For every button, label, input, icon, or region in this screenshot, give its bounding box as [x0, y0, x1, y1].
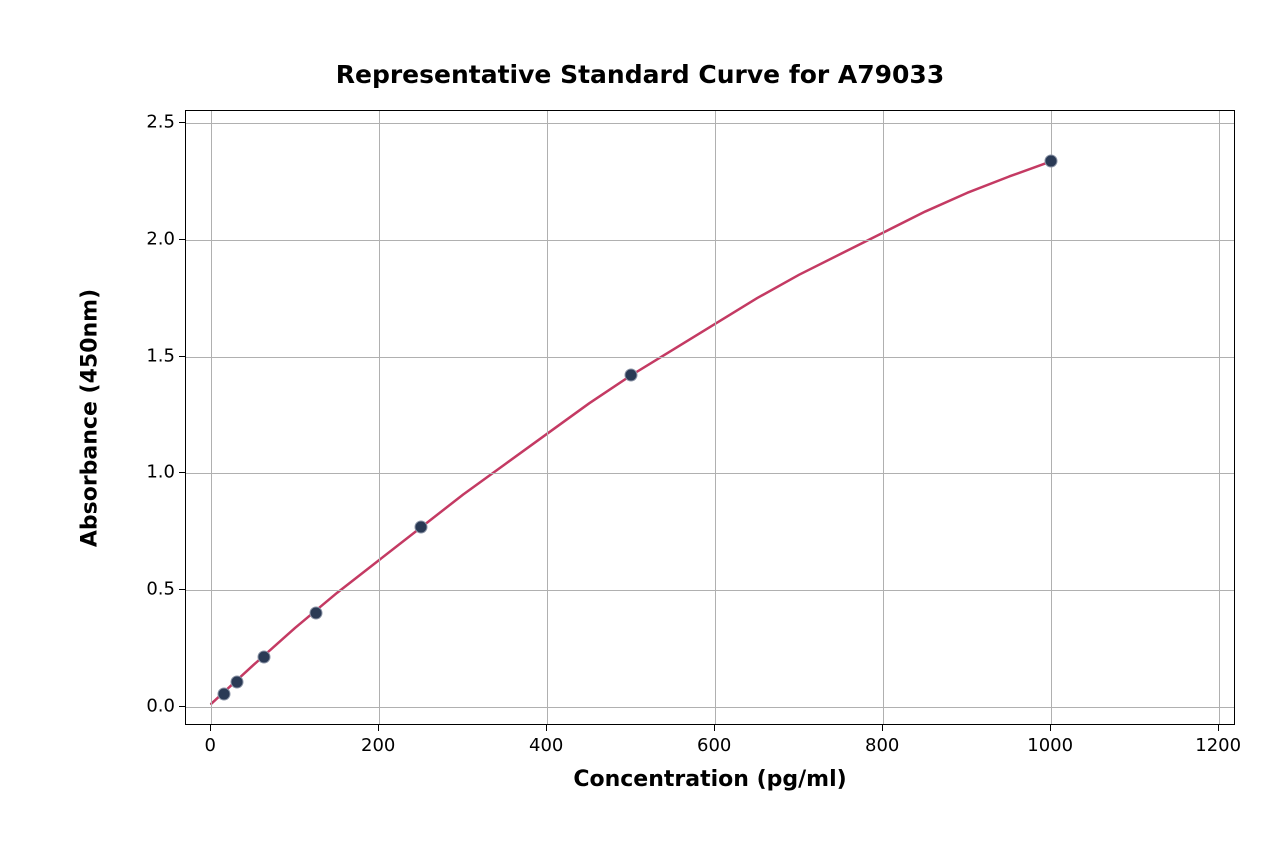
x-tick-label: 200 [361, 735, 395, 756]
grid-line-vertical [379, 111, 380, 724]
chart-title: Representative Standard Curve for A79033 [30, 60, 1250, 89]
x-axis-label: Concentration (pg/ml) [573, 767, 846, 792]
x-tick-label: 1200 [1195, 735, 1241, 756]
standard-curve-line [186, 111, 1236, 726]
y-tick-label: 0.5 [140, 579, 175, 600]
grid-line-horizontal [186, 473, 1234, 474]
grid-line-vertical [715, 111, 716, 724]
y-tick [179, 589, 185, 590]
x-tick [1218, 725, 1219, 731]
grid-line-vertical [211, 111, 212, 724]
grid-line-horizontal [186, 240, 1234, 241]
y-tick [179, 122, 185, 123]
chart-container: Representative Standard Curve for A79033… [30, 30, 1250, 815]
grid-line-vertical [547, 111, 548, 724]
x-tick [378, 725, 379, 731]
grid-line-vertical [1051, 111, 1052, 724]
data-point-marker [218, 688, 231, 701]
data-point-marker [1045, 155, 1058, 168]
x-tick [210, 725, 211, 731]
plot-area [185, 110, 1235, 725]
data-point-marker [310, 606, 323, 619]
x-tick-label: 400 [529, 735, 563, 756]
x-tick [714, 725, 715, 731]
grid-line-vertical [883, 111, 884, 724]
x-tick-label: 800 [865, 735, 899, 756]
data-point-marker [625, 369, 638, 382]
y-tick-label: 1.5 [140, 345, 175, 366]
y-tick [179, 356, 185, 357]
y-tick-label: 1.0 [140, 462, 175, 483]
x-tick [882, 725, 883, 731]
y-tick [179, 472, 185, 473]
x-tick-label: 600 [697, 735, 731, 756]
grid-line-horizontal [186, 707, 1234, 708]
x-tick-label: 1000 [1027, 735, 1073, 756]
y-tick [179, 239, 185, 240]
grid-line-horizontal [186, 590, 1234, 591]
grid-line-horizontal [186, 357, 1234, 358]
x-tick [546, 725, 547, 731]
y-tick [179, 706, 185, 707]
grid-line-horizontal [186, 123, 1234, 124]
y-tick-label: 2.5 [140, 111, 175, 132]
data-point-marker [415, 520, 428, 533]
x-tick-label: 0 [204, 735, 215, 756]
y-tick-label: 0.0 [140, 696, 175, 717]
x-tick [1050, 725, 1051, 731]
y-axis-label: Absorbance (450nm) [78, 288, 103, 546]
y-tick-label: 2.0 [140, 228, 175, 249]
data-point-marker [257, 651, 270, 664]
data-point-marker [231, 675, 244, 688]
grid-line-vertical [1219, 111, 1220, 724]
